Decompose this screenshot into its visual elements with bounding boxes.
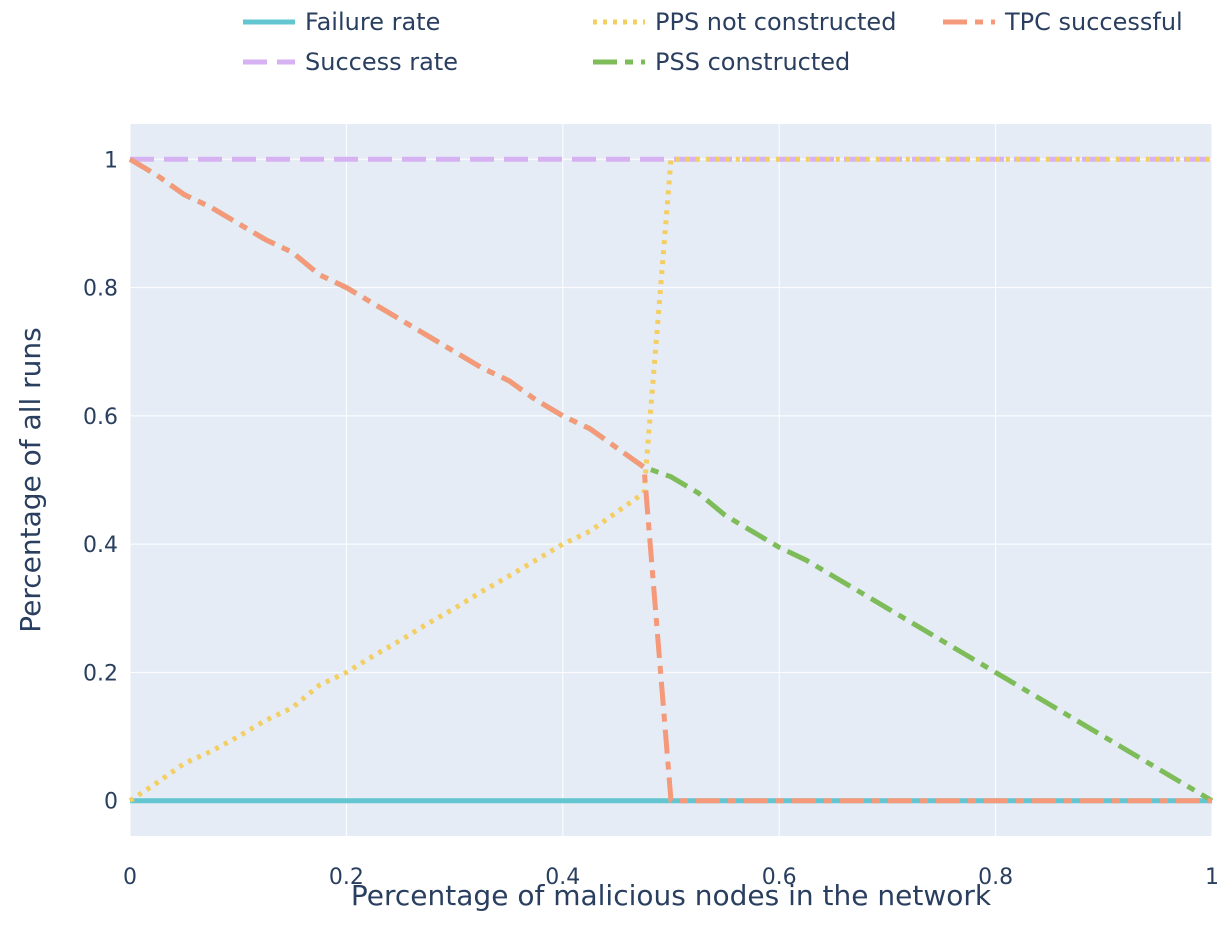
series-line-pps-not-constructed bbox=[128, 156, 1212, 803]
legend-item-failure-rate[interactable]: Failure rate bbox=[243, 8, 440, 36]
legend-label: PPS not constructed bbox=[655, 8, 896, 36]
legend-item-pss-constructed[interactable]: PSS constructed bbox=[593, 48, 850, 76]
series-lines bbox=[128, 156, 1214, 804]
legend-label: Success rate bbox=[305, 48, 458, 76]
y-tick-label: 0.4 bbox=[83, 533, 118, 558]
legend-label: TPC successful bbox=[1004, 8, 1183, 36]
legend-label: PSS constructed bbox=[655, 48, 850, 76]
x-tick-label: 0 bbox=[123, 865, 137, 890]
x-tick-label: 0.6 bbox=[762, 865, 797, 890]
legend-label: Failure rate bbox=[305, 8, 440, 36]
y-axis-title: Percentage of all runs bbox=[14, 327, 47, 633]
y-tick-label: 0 bbox=[104, 790, 118, 815]
x-axis-title: Percentage of malicious nodes in the net… bbox=[351, 879, 992, 912]
x-tick-label: 0.4 bbox=[545, 865, 580, 890]
plot-background bbox=[130, 124, 1212, 836]
tick-labels: 0 0.2 0.4 0.6 0.8 1 0 0.2 0.4 0.6 0.8 1 bbox=[83, 148, 1219, 890]
y-tick-label: 0.2 bbox=[83, 661, 118, 686]
legend-item-pps-not-constructed[interactable]: PPS not constructed bbox=[593, 8, 896, 36]
legend-item-success-rate[interactable]: Success rate bbox=[243, 48, 458, 76]
legend[interactable]: Failure rate Success rate PPS not construc… bbox=[243, 8, 1183, 76]
x-tick-label: 0.8 bbox=[978, 865, 1013, 890]
series-line-tpc-successful bbox=[128, 157, 1212, 804]
y-tick-label: 0.8 bbox=[83, 277, 118, 302]
y-tick-label: 0.6 bbox=[83, 405, 118, 430]
y-tick-label: 1 bbox=[104, 148, 118, 173]
legend-item-tpc-successful[interactable]: TPC successful bbox=[943, 8, 1183, 36]
x-tick-label: 0.2 bbox=[329, 865, 364, 890]
x-tick-label: 1 bbox=[1205, 865, 1219, 890]
